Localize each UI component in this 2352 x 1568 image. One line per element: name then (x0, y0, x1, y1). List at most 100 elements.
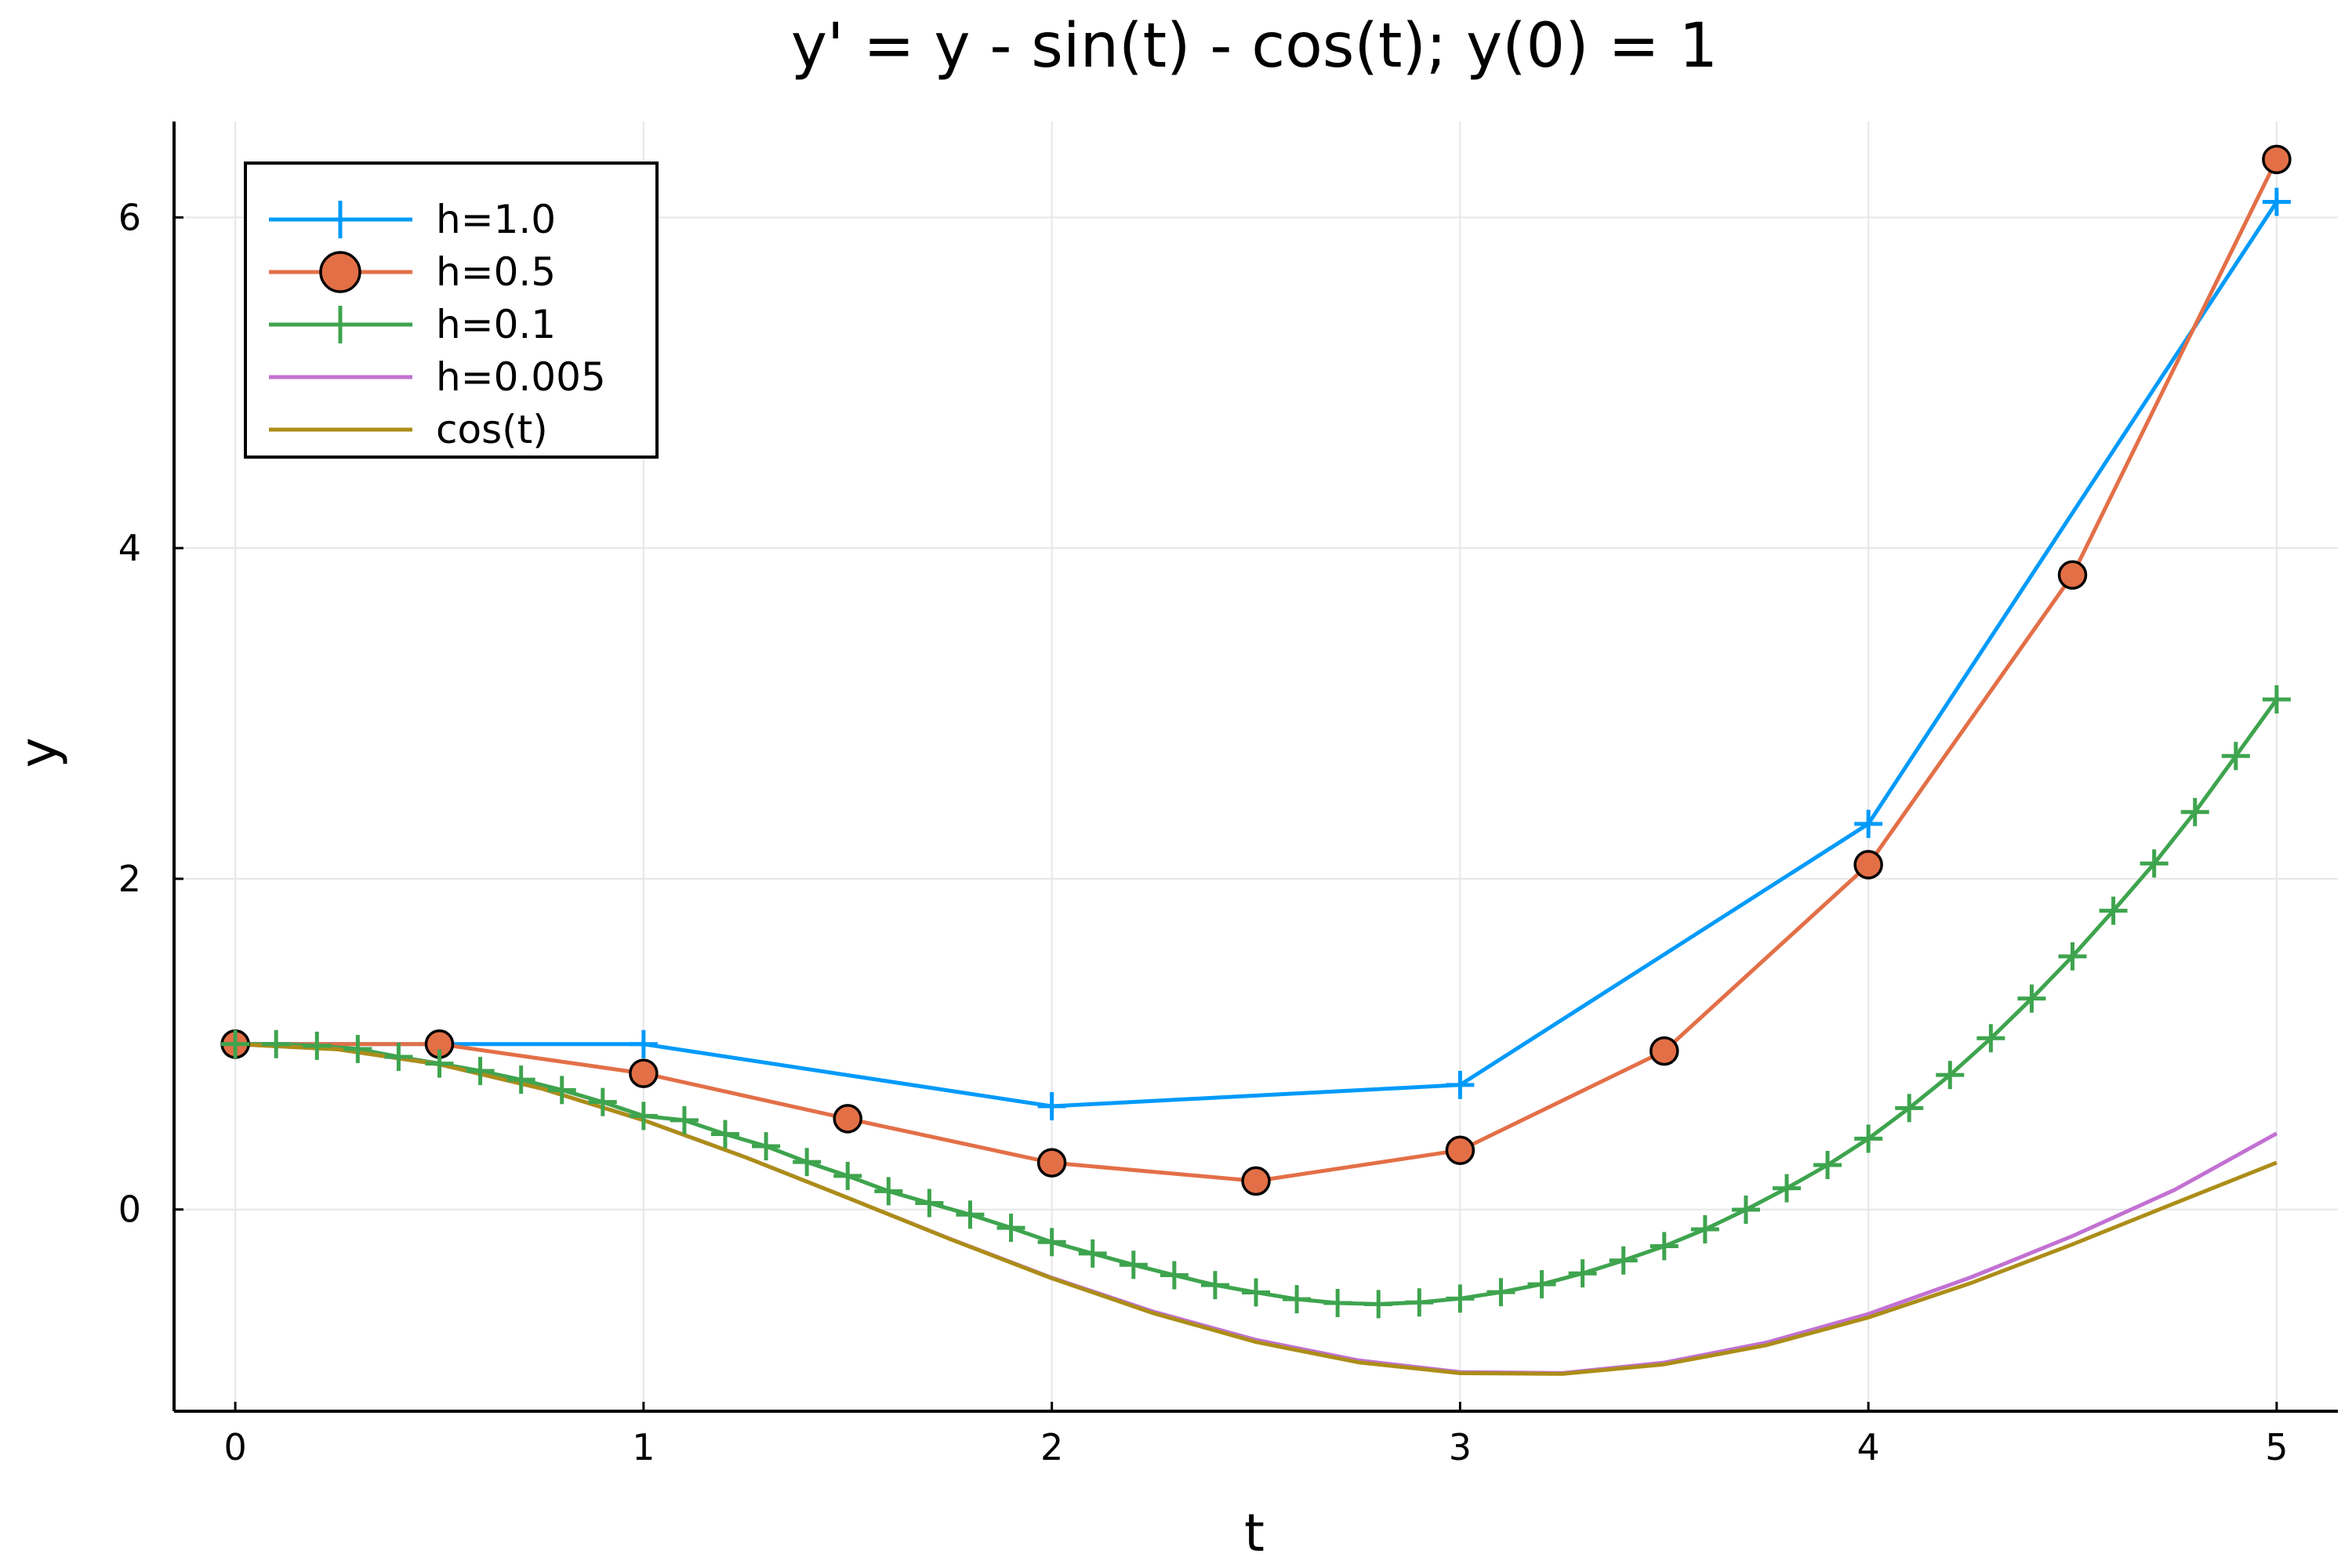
data-point (629, 1058, 659, 1088)
legend-label: h=0.1 (436, 302, 556, 347)
data-point (1813, 1150, 1842, 1179)
data-point (833, 1161, 862, 1190)
x-tick-label: 5 (2265, 1426, 2288, 1468)
data-point (343, 1035, 372, 1064)
data-point (1731, 1195, 1760, 1224)
legend-label: h=1.0 (436, 197, 556, 242)
legend-item: h=0.5 (269, 249, 556, 295)
data-point (1242, 1278, 1270, 1307)
data-point (2057, 560, 2088, 590)
data-point (833, 1104, 862, 1134)
data-point (2180, 797, 2209, 826)
data-point (915, 1189, 944, 1218)
data-point (1241, 1166, 1271, 1196)
x-tick-label: 1 (632, 1426, 655, 1468)
legend-label: h=0.005 (436, 354, 606, 400)
data-point (1446, 1070, 1475, 1099)
data-point (1976, 1024, 2005, 1053)
legend-box (244, 162, 659, 459)
data-point (1078, 1239, 1107, 1268)
data-point (1036, 1148, 1067, 1178)
data-point (2262, 187, 2291, 216)
data-point (874, 1177, 903, 1206)
series-3-markers (221, 685, 2291, 1319)
legend-item: h=1.0 (269, 197, 556, 242)
y-tick-label: 4 (118, 527, 141, 569)
data-point (1690, 1214, 1719, 1243)
data-point (2262, 685, 2291, 714)
legend-marker (319, 251, 361, 293)
data-point (466, 1057, 495, 1086)
axes: 0 1 2 3 4 5 0 2 4 6 (118, 122, 2338, 1468)
data-point (752, 1132, 781, 1161)
series-line (235, 201, 2278, 1109)
data-point (1854, 1124, 1883, 1153)
data-point (1405, 1288, 1434, 1317)
data-point (588, 1087, 617, 1116)
y-tick-label: 0 (118, 1189, 141, 1231)
x-tick-label: 0 (223, 1426, 246, 1468)
data-point (1936, 1061, 1965, 1090)
series-group (220, 144, 2292, 1376)
data-point (1037, 1228, 1066, 1257)
data-point (670, 1105, 699, 1134)
series-5 (234, 1042, 2278, 1376)
legend-marker (321, 201, 359, 238)
grid (174, 122, 2338, 1411)
data-point (2221, 742, 2250, 771)
data-point (1609, 1246, 1638, 1275)
legend-marker (321, 306, 359, 343)
data-point (2140, 849, 2169, 878)
data-point (1895, 1094, 1924, 1123)
x-tick-label: 4 (1857, 1426, 1879, 1468)
data-point (1568, 1259, 1597, 1288)
data-point (1650, 1232, 1679, 1261)
data-point (1854, 809, 1883, 838)
legend-item: h=0.005 (269, 354, 606, 400)
data-point (996, 1214, 1025, 1243)
legend: h=1.0 h=0.5 h=0.1 h=0.005 cos(t) (244, 162, 659, 459)
data-point (1200, 1271, 1229, 1300)
data-point (1853, 850, 1883, 880)
x-axis-label: t (1244, 1503, 1265, 1563)
data-point (711, 1120, 740, 1149)
data-point (629, 1102, 658, 1131)
data-point (1527, 1270, 1556, 1299)
data-point (2099, 896, 2128, 925)
data-point (221, 1029, 250, 1058)
data-point (1037, 1092, 1066, 1121)
series-line (234, 1042, 2278, 1376)
legend-label: h=0.5 (436, 249, 556, 295)
data-point (1283, 1285, 1312, 1314)
data-point (1160, 1261, 1189, 1290)
data-point (2017, 984, 2046, 1013)
data-point (2058, 942, 2087, 971)
legend-item: cos(t) (269, 407, 548, 452)
data-point (956, 1200, 985, 1229)
y-axis-label: y (9, 737, 69, 768)
data-point (1364, 1290, 1393, 1319)
data-point (2262, 144, 2292, 175)
data-point (506, 1065, 535, 1094)
data-point (425, 1049, 454, 1078)
data-point (1445, 1135, 1475, 1165)
legend-label: cos(t) (436, 407, 548, 452)
x-tick-label: 2 (1040, 1426, 1063, 1468)
data-point (1486, 1278, 1515, 1307)
y-tick-label: 6 (118, 196, 141, 238)
data-point (1446, 1284, 1475, 1313)
data-point (547, 1076, 576, 1105)
data-point (384, 1042, 413, 1071)
data-point (1119, 1250, 1148, 1279)
series-1 (235, 201, 2278, 1109)
x-tick-label: 3 (1449, 1426, 1472, 1468)
data-point (1650, 1036, 1679, 1066)
data-point (262, 1029, 291, 1058)
data-point (1323, 1288, 1352, 1317)
y-tick-label: 2 (118, 858, 141, 900)
legend-item: h=0.1 (269, 302, 556, 347)
data-point (629, 1029, 658, 1058)
data-point (303, 1031, 332, 1060)
chart-title: y' = y - sin(t) - cos(t); y(0) = 1 (791, 11, 1718, 82)
